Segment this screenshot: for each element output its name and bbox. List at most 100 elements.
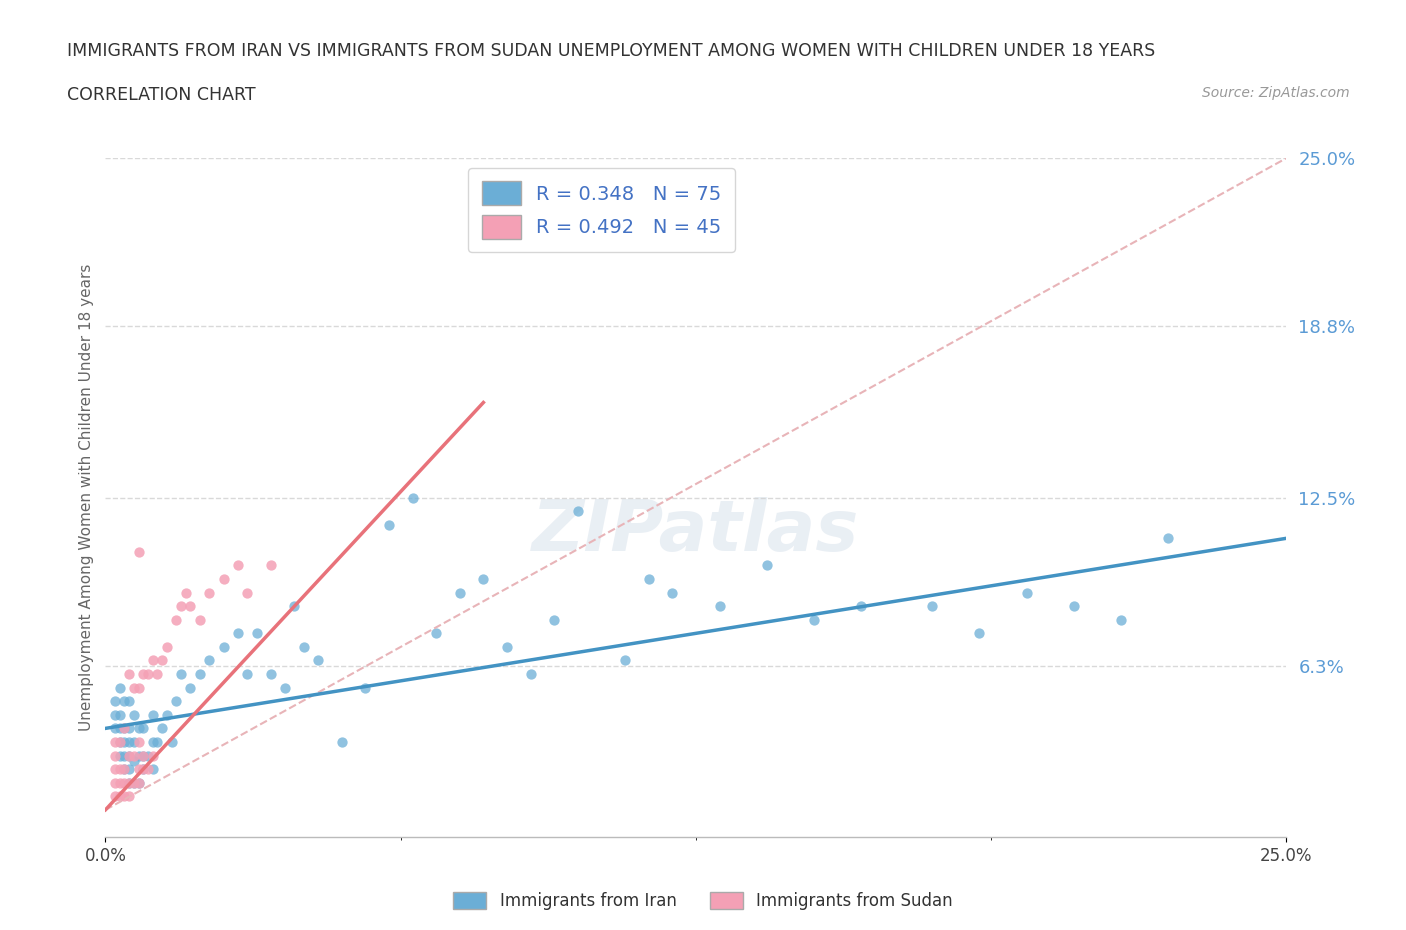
Point [104,762,127,777]
Point [378,517,401,532]
Point [142,708,165,723]
Text: Source: ZipAtlas.com: Source: ZipAtlas.com [1202,86,1350,100]
Point [226,558,249,573]
Point [122,748,145,763]
Point [118,748,141,763]
Point [142,735,165,750]
Point [146,735,169,750]
Point [198,585,221,600]
Point [307,653,329,668]
Point [274,680,297,695]
Point [637,572,659,587]
Point [198,653,221,668]
Point [260,558,283,573]
Point [425,626,447,641]
Point [112,721,135,736]
Point [136,667,159,682]
Point [165,694,187,709]
Point [132,748,155,763]
Point [122,776,145,790]
Point [292,640,315,655]
Point [132,721,155,736]
Point [246,626,269,641]
Point [128,762,150,777]
Point [212,640,235,655]
Point [150,653,173,668]
Point [519,667,541,682]
Point [108,789,131,804]
Point [112,721,135,736]
Point [156,708,179,723]
Point [472,572,495,587]
Point [112,735,135,750]
Point [118,667,141,682]
Point [543,612,565,627]
Point [128,776,150,790]
Text: CORRELATION CHART: CORRELATION CHART [67,86,256,103]
Point [136,748,159,763]
Point [104,708,127,723]
Point [156,640,179,655]
Point [1157,531,1180,546]
Point [150,721,173,736]
Point [1015,585,1038,600]
Point [136,762,159,777]
Point [122,680,145,695]
Point [132,762,155,777]
Point [132,748,155,763]
Point [449,585,471,600]
Legend: Immigrants from Iran, Immigrants from Sudan: Immigrants from Iran, Immigrants from Su… [446,885,960,917]
Text: ZIPatlas: ZIPatlas [533,497,859,566]
Point [112,776,135,790]
Point [496,640,519,655]
Point [112,789,135,804]
Point [108,680,131,695]
Y-axis label: Unemployment Among Women with Children Under 18 years: Unemployment Among Women with Children U… [79,264,94,731]
Point [401,490,423,505]
Point [122,735,145,750]
Point [108,735,131,750]
Point [283,599,305,614]
Point [260,667,283,682]
Point [128,721,150,736]
Point [122,708,145,723]
Point [118,735,141,750]
Point [118,721,141,736]
Point [112,748,135,763]
Point [118,776,141,790]
Point [142,653,165,668]
Point [128,748,150,763]
Point [132,762,155,777]
Point [236,585,259,600]
Point [212,572,235,587]
Point [142,748,165,763]
Point [1109,612,1132,627]
Point [104,789,127,804]
Point [330,735,353,750]
Point [122,753,145,768]
Point [112,762,135,777]
Point [921,599,943,614]
Point [108,735,131,750]
Point [188,612,211,627]
Point [112,762,135,777]
Point [661,585,683,600]
Point [179,680,201,695]
Point [118,762,141,777]
Point [614,653,637,668]
Point [104,776,127,790]
Point [118,694,141,709]
Point [132,667,155,682]
Point [112,694,135,709]
Point [104,694,127,709]
Point [108,708,131,723]
Point [165,612,187,627]
Point [567,504,589,519]
Point [236,667,259,682]
Point [128,735,150,750]
Legend: R = 0.348   N = 75, R = 0.492   N = 45: R = 0.348 N = 75, R = 0.492 N = 45 [468,167,735,252]
Point [188,667,211,682]
Point [170,667,193,682]
Point [142,762,165,777]
Point [755,558,778,573]
